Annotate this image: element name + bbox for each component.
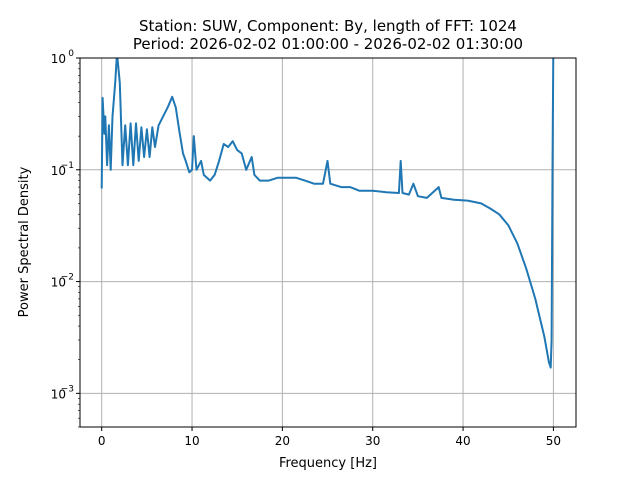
y-tick-label: 10 xyxy=(51,52,66,66)
chart-subtitle: Period: 2026-02-02 01:00:00 - 2026-02-02… xyxy=(133,35,523,53)
psd-series-line xyxy=(100,58,555,369)
x-tick-label: 10 xyxy=(184,434,199,448)
y-axis-label: Power Spectral Density xyxy=(17,166,32,317)
y-tick-label: 10 xyxy=(51,387,66,401)
x-tick-label: 20 xyxy=(275,434,290,448)
x-tick-label: 0 xyxy=(98,434,106,448)
y-tick-label: 10 xyxy=(51,276,66,290)
y-tick-exponent: −1 xyxy=(61,161,74,171)
y-tick-exponent: 0 xyxy=(68,49,74,59)
y-tick-label: 10 xyxy=(51,164,66,178)
x-tick-label: 30 xyxy=(365,434,380,448)
y-tick-exponent: −2 xyxy=(61,273,74,283)
axes-frame xyxy=(79,57,577,428)
x-tick-label: 50 xyxy=(546,434,561,448)
chart-title: Station: SUW, Component: By, length of F… xyxy=(139,17,517,35)
y-tick-exponent: −3 xyxy=(61,384,74,394)
x-axis-label: Frequency [Hz] xyxy=(279,456,377,471)
x-tick-label: 40 xyxy=(455,434,470,448)
